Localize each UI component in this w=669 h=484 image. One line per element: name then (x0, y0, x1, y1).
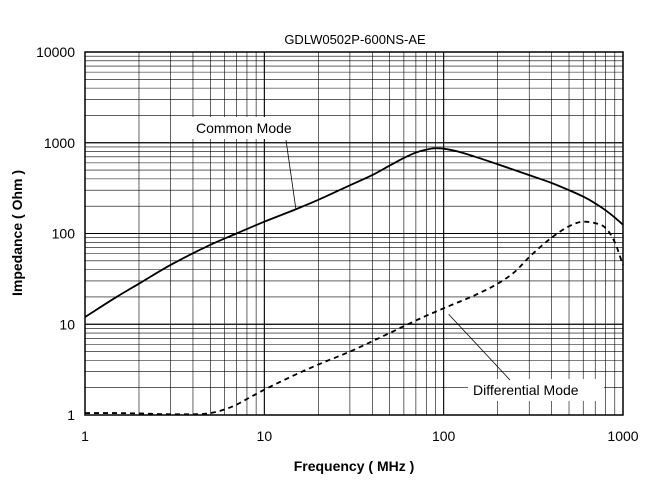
common-mode-leader-line (285, 139, 297, 210)
y-tick-label: 10000 (36, 44, 75, 60)
differential-mode-label-bg (468, 379, 604, 401)
plot-frame (84, 51, 624, 416)
y-tick-labels: 1 10 100 1000 10000 (36, 44, 75, 423)
common-mode-label-bg (190, 117, 314, 139)
grid (85, 52, 623, 415)
annotations: Common Mode Differential Mode (190, 117, 604, 401)
y-tick-label: 1 (67, 407, 75, 423)
y-tick-label: 10 (59, 316, 75, 332)
x-axis-label: Frequency ( MHz ) (294, 458, 415, 474)
y-axis-label: Impedance ( Ohm ) (9, 170, 25, 296)
common-mode-annotation: Common Mode (196, 120, 292, 136)
differential-mode-leader-line (448, 313, 511, 381)
differential-mode-annotation: Differential Mode (473, 382, 579, 398)
series-lines (84, 147, 624, 416)
x-tick-labels: 1 10 100 1000 (81, 428, 639, 444)
chart-title: GDLW0502P-600NS-AE (284, 32, 426, 47)
common-mode-line (84, 147, 624, 318)
y-tick-label: 100 (52, 226, 76, 242)
x-tick-label: 1000 (607, 428, 638, 444)
y-tick-label: 1000 (44, 135, 75, 151)
differential-mode-line (84, 220, 624, 416)
x-tick-label: 1 (81, 428, 89, 444)
x-tick-label: 10 (257, 428, 273, 444)
x-tick-label: 100 (432, 428, 456, 444)
